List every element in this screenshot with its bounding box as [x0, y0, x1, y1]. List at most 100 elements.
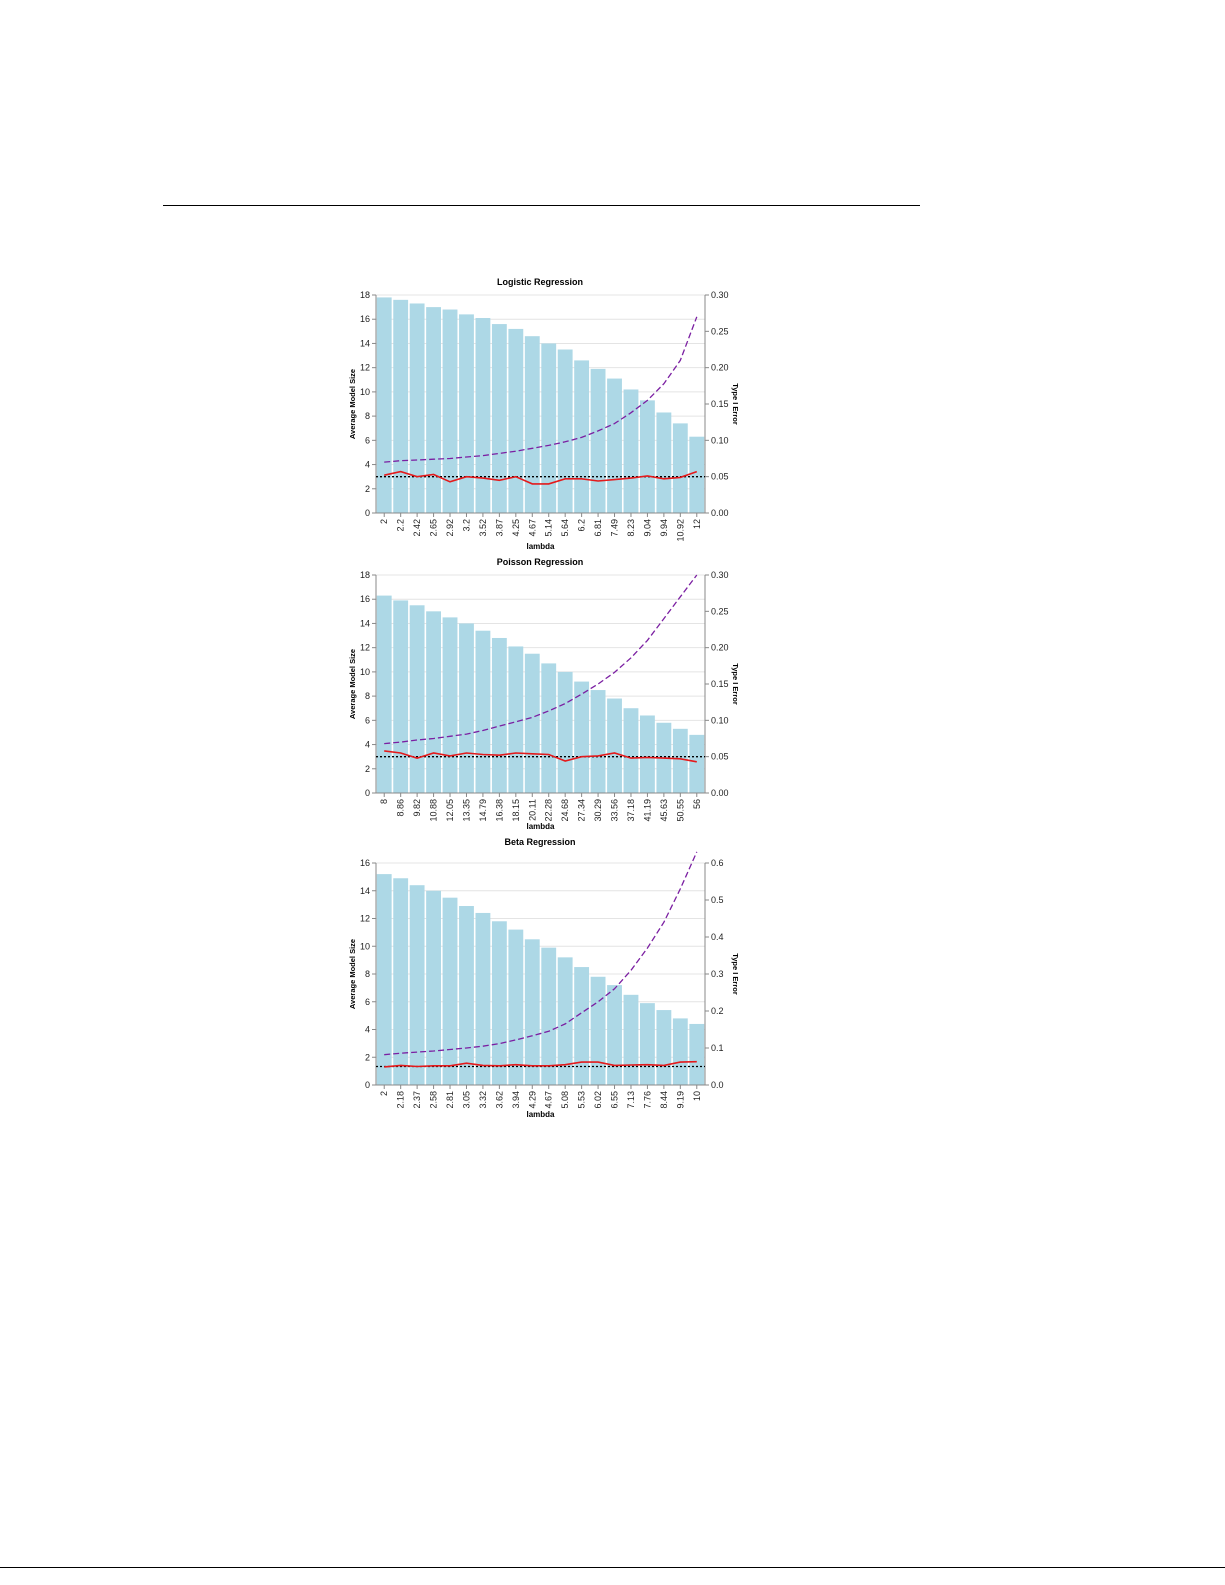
- bar: [640, 715, 655, 793]
- x-tick-label: 8: [379, 799, 389, 804]
- y2-axis-label: Type I Error: [731, 383, 740, 425]
- x-axis-label: lambda: [526, 1110, 555, 1119]
- y-tick-label: 6: [365, 997, 370, 1007]
- bar: [491, 637, 507, 793]
- x-tick-label: 18.15: [511, 799, 521, 822]
- y-tick-label: 4: [365, 1025, 370, 1035]
- y-tick-label: 10: [360, 941, 370, 951]
- bar: [508, 646, 524, 793]
- dashed-series-line: [384, 316, 698, 463]
- x-tick-label: 6.55: [610, 1091, 620, 1109]
- bar: [376, 297, 392, 513]
- bar: [524, 653, 540, 793]
- bar: [656, 412, 672, 513]
- y2-tick-label: 0.2: [711, 1006, 724, 1016]
- y-axis-label: Average Model Size: [348, 649, 357, 719]
- x-tick-label: 7.13: [626, 1091, 636, 1109]
- bar: [459, 906, 474, 1085]
- y2-tick-label: 0.15: [711, 399, 729, 409]
- bar: [689, 436, 705, 513]
- bar: [590, 690, 606, 793]
- bar: [640, 1003, 655, 1085]
- bar: [393, 600, 409, 793]
- bar: [442, 897, 458, 1085]
- x-tick-label: 4.25: [511, 519, 521, 537]
- x-tick-label: 3.62: [494, 1091, 504, 1109]
- x-tick-label: 2.92: [445, 519, 455, 537]
- bar: [508, 328, 524, 513]
- x-axis-label: lambda: [526, 542, 555, 551]
- y-tick-label: 10: [360, 667, 370, 677]
- bar: [590, 368, 606, 513]
- x-tick-label: 30.29: [593, 799, 603, 822]
- bar: [574, 967, 590, 1085]
- y-tick-label: 12: [360, 914, 370, 924]
- y2-tick-label: 0.0: [711, 1080, 724, 1090]
- bar: [541, 947, 557, 1085]
- y2-tick-label: 0.10: [711, 435, 729, 445]
- bar: [409, 605, 425, 793]
- y-tick-label: 16: [360, 594, 370, 604]
- bar: [623, 389, 639, 513]
- bar: [426, 307, 441, 513]
- x-tick-label: 2.2: [396, 519, 406, 532]
- x-tick-label: 3.52: [478, 519, 488, 537]
- y-tick-label: 14: [360, 886, 370, 896]
- bar: [393, 299, 409, 513]
- y-tick-label: 16: [360, 858, 370, 868]
- x-tick-label: 7.49: [610, 519, 620, 537]
- x-tick-label: 5.64: [560, 519, 570, 537]
- x-tick-label: 10.88: [429, 799, 439, 822]
- x-tick-label: 3.2: [461, 519, 471, 532]
- bar: [376, 595, 392, 793]
- bar: [491, 921, 507, 1085]
- y-tick-label: 8: [365, 969, 370, 979]
- x-tick-label: 2.65: [429, 519, 439, 537]
- bar: [672, 1018, 688, 1085]
- bar: [689, 734, 705, 793]
- x-tick-label: 6.02: [593, 1091, 603, 1109]
- x-tick-label: 9.94: [659, 519, 669, 537]
- top-rule: [163, 205, 920, 206]
- bar: [623, 708, 639, 793]
- bar: [426, 611, 441, 793]
- y-tick-label: 4: [365, 460, 370, 470]
- y-tick-label: 18: [360, 290, 370, 300]
- logistic-regression-chart: Logistic Regression 0 2 4 6 8 10 12 14 16 18 0.00 0.…: [348, 277, 740, 551]
- y2-tick-label: 0.3: [711, 969, 724, 979]
- y-tick-label: 10: [360, 387, 370, 397]
- y-tick-label: 0: [365, 1080, 370, 1090]
- dashed-series-line: [384, 851, 698, 1056]
- y-tick-label: 14: [360, 618, 370, 628]
- y2-tick-label: 0.30: [711, 290, 729, 300]
- x-tick-label: 2.42: [412, 519, 422, 537]
- bar: [475, 318, 491, 513]
- bottom-rule: [0, 1567, 1225, 1568]
- x-tick-label: 13.35: [461, 799, 471, 822]
- bar: [491, 324, 507, 513]
- bar: [475, 630, 491, 793]
- bar: [508, 929, 524, 1085]
- red-series-line: [384, 750, 697, 763]
- y2-axis-label: Type I Error: [731, 953, 740, 995]
- x-tick-label: 4.29: [527, 1091, 537, 1109]
- x-tick-label: 10: [692, 1091, 702, 1101]
- x-tick-label: 8.23: [626, 519, 636, 537]
- bar: [524, 336, 540, 513]
- y-tick-label: 6: [365, 435, 370, 445]
- bar: [672, 728, 688, 793]
- y2-tick-label: 0.10: [711, 715, 729, 725]
- bar: [524, 939, 540, 1085]
- bar: [689, 1023, 705, 1085]
- beta-regression-chart: Beta Regression 0 2 4 6 8 10 12 14 16 0.0 0.1 0.2 0.3…: [348, 837, 740, 1119]
- x-tick-label: 2: [379, 519, 389, 524]
- x-tick-label: 3.94: [511, 1091, 521, 1109]
- x-tick-label: 12: [692, 519, 702, 529]
- bar: [557, 349, 573, 513]
- x-tick-label: 7.76: [642, 1091, 652, 1109]
- y2-tick-label: 0.6: [711, 858, 724, 868]
- x-tick-label: 2.18: [396, 1091, 406, 1109]
- x-tick-label: 9.04: [642, 519, 652, 537]
- y-tick-label: 16: [360, 314, 370, 324]
